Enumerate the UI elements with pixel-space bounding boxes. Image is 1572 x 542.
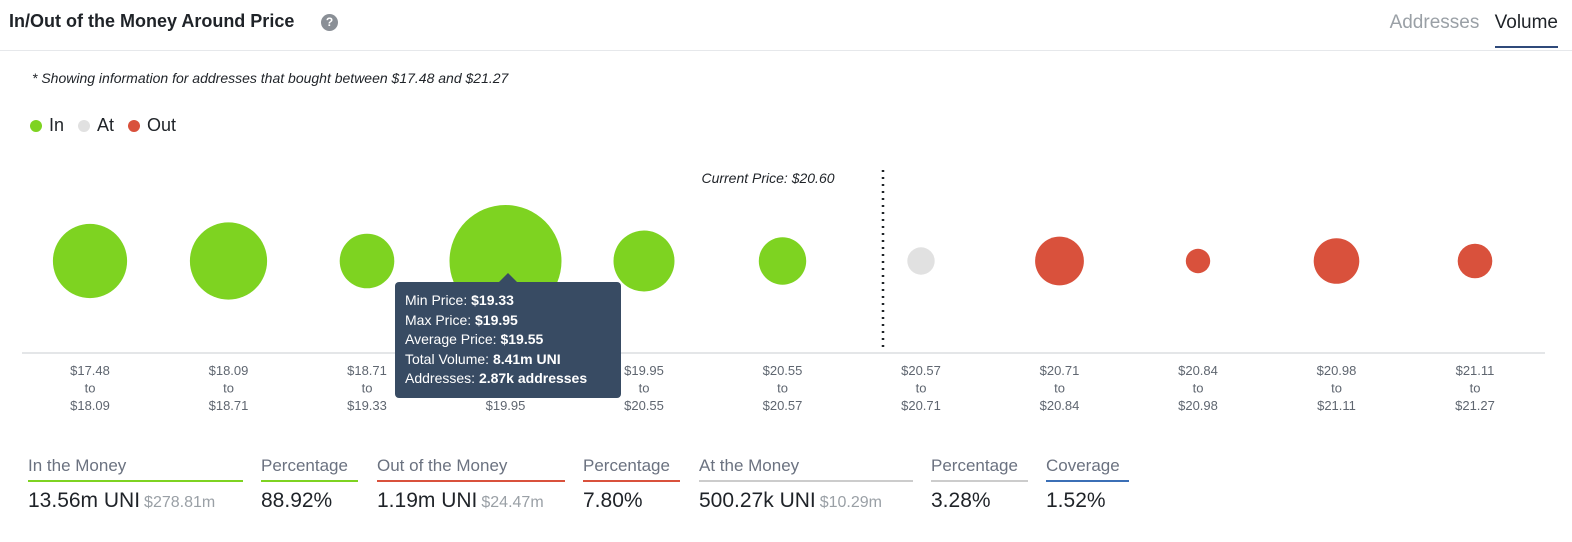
tick-to-word: to <box>777 381 788 396</box>
tick-to-label: $18.71 <box>209 398 249 413</box>
stat-label: Percentage <box>931 456 1028 482</box>
stat-label: Percentage <box>261 456 358 482</box>
stat-at-the-money: At the Money 500.27k UNI $10.29m <box>699 456 913 513</box>
bubble-in[interactable] <box>613 230 675 292</box>
stat-label: Coverage <box>1046 456 1129 482</box>
tick-to-label: $20.84 <box>1040 398 1080 413</box>
stat-value: 13.56m UNI $278.81m <box>28 489 216 512</box>
tick-to-label: $21.27 <box>1455 398 1495 413</box>
tick-to-word: to <box>916 381 927 396</box>
bubble-out[interactable] <box>1035 236 1084 286</box>
header: In/Out of the Money Around Price ? Addre… <box>0 0 1572 51</box>
tick-from-label: $20.71 <box>1040 363 1080 378</box>
tick-to-word: to <box>1054 381 1065 396</box>
tab-addresses[interactable]: Addresses <box>1389 12 1480 33</box>
legend-item-out[interactable]: Out <box>128 115 176 136</box>
stat-at-percentage: Percentage 3.28% <box>931 456 1028 513</box>
bucket-tooltip: Min Price: $19.33 Max Price: $19.95 Aver… <box>395 273 621 398</box>
tick-from-label: $20.57 <box>901 363 941 378</box>
legend-dot-in <box>30 119 42 132</box>
stat-label: Out of the Money <box>377 456 565 482</box>
bubble-at[interactable] <box>907 247 935 275</box>
tooltip-total-volume: Total Volume: 8.41m UNI <box>405 350 561 367</box>
tick-to-label: $21.11 <box>1317 398 1356 413</box>
bubble-out[interactable] <box>1313 238 1360 284</box>
bubble-in[interactable] <box>189 222 268 300</box>
tooltip-min-price: Min Price: $19.33 <box>405 292 514 308</box>
stat-coverage: Coverage 1.52% <box>1046 456 1129 513</box>
tick-to-word: to <box>223 381 234 396</box>
legend-item-in[interactable]: In <box>30 115 64 136</box>
tick-to-word: to <box>85 381 96 396</box>
tick-from-label: $20.98 <box>1317 363 1357 378</box>
stat-label: Percentage <box>583 456 680 482</box>
stat-label: At the Money <box>699 456 913 482</box>
page-title: In/Out of the Money Around Price <box>9 11 295 31</box>
tick-to-label: $19.95 <box>486 398 526 413</box>
legend-label-out: Out <box>147 115 177 135</box>
tick-from-label: $17.48 <box>70 363 110 378</box>
tick-from-label: $21.11 <box>1456 363 1495 378</box>
bubble-in[interactable] <box>339 233 395 289</box>
price-range-note: * Showing information for addresses that… <box>32 70 509 86</box>
tick-from-label: $20.55 <box>763 363 803 378</box>
tooltip-addresses: Addresses: 2.87k addresses <box>405 370 588 386</box>
stat-value: 1.19m UNI $24.47m <box>377 489 544 512</box>
tooltip-average-price: Average Price: $19.55 <box>405 331 544 347</box>
tick-from-label: $18.71 <box>347 363 387 378</box>
tick-from-label: $20.84 <box>1178 363 1218 378</box>
tick-to-word: to <box>1470 381 1481 396</box>
stat-in-the-money: In the Money 13.56m UNI $278.81m <box>28 456 243 513</box>
stat-value: 7.80% <box>583 489 643 512</box>
tick-from-label: $19.95 <box>624 363 664 378</box>
legend-item-at[interactable]: At <box>78 115 114 136</box>
tab-volume[interactable]: Volume <box>1494 12 1558 48</box>
stat-out-of-the-money: Out of the Money 1.19m UNI $24.47m <box>377 456 565 513</box>
stat-label: In the Money <box>28 456 243 482</box>
legend-label-at: At <box>97 115 115 135</box>
stat-in-percentage: Percentage 88.92% <box>261 456 358 513</box>
tick-to-label: $20.57 <box>763 398 803 413</box>
bubble-in[interactable] <box>52 223 128 299</box>
stat-value: 500.27k UNI $10.29m <box>699 489 882 512</box>
tick-to-word: to <box>639 381 650 396</box>
legend-label-in: In <box>49 115 65 135</box>
stat-value: 88.92% <box>261 489 333 512</box>
bubbles-group <box>52 205 1493 317</box>
view-tabs: Addresses Volume <box>1380 12 1558 48</box>
tick-to-label: $19.33 <box>347 398 387 413</box>
help-icon[interactable]: ? <box>321 14 338 31</box>
legend: In At Out <box>30 115 176 136</box>
tooltip-max-price: Max Price: $19.95 <box>405 311 518 328</box>
stat-out-percentage: Percentage 7.80% <box>583 456 680 513</box>
tick-to-label: $20.71 <box>901 398 941 413</box>
stat-value: 1.52% <box>1046 489 1106 512</box>
tick-from-label: $18.09 <box>209 363 249 378</box>
tick-labels-group: $17.48 to $18.09 $18.09 to $18.71 $18.71 to $19.… <box>70 363 1495 413</box>
tick-to-word: to <box>1193 381 1204 396</box>
tick-to-label: $18.09 <box>70 398 110 413</box>
bubble-chart: Current Price: $20.60 $17.48 to $18.09 $18.… <box>22 170 1545 413</box>
legend-dot-out <box>128 119 141 132</box>
legend-dot-at <box>78 119 91 132</box>
tick-to-label: $20.55 <box>624 398 664 413</box>
tick-to-word: to <box>362 381 373 396</box>
current-price-label: Current Price: $20.60 <box>701 170 834 186</box>
tick-to-label: $20.98 <box>1178 398 1218 413</box>
bubble-in[interactable] <box>758 237 807 285</box>
bubble-out[interactable] <box>1457 243 1493 279</box>
bubble-out[interactable] <box>1185 248 1211 274</box>
stat-value: 3.28% <box>931 489 991 512</box>
tick-to-word: to <box>1331 381 1342 396</box>
